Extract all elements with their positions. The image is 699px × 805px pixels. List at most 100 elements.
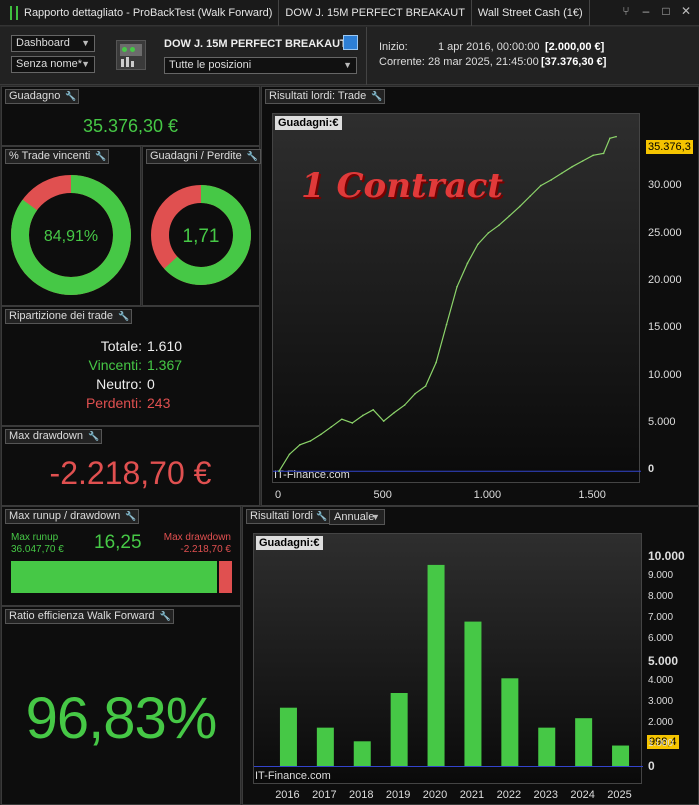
equity-point	[592, 154, 594, 157]
current-label: Corrente:	[379, 56, 425, 68]
trade-breakdown-title[interactable]: Ripartizione dei trade 🔧	[5, 309, 132, 324]
gain-value: 35.376,30 €	[82, 116, 179, 136]
chevron-down-icon: ▼	[81, 59, 90, 69]
annual-bars-svg	[254, 564, 643, 767]
equity-curve-svg	[273, 135, 641, 473]
tab-market[interactable]: Wall Street Cash (1€)	[472, 0, 590, 26]
wrench-icon[interactable]: 🔧	[315, 511, 328, 521]
wrench-icon[interactable]: 🔧	[65, 91, 77, 101]
equity-point	[477, 243, 479, 246]
neutral-value: 0	[147, 376, 155, 392]
wrench-icon[interactable]: 🔧	[95, 151, 107, 161]
equity-y-tick-label: 5.000	[648, 415, 676, 428]
equity-legend: Guadagni:€	[275, 116, 342, 130]
runup-label: Max runup	[11, 532, 59, 543]
gain-loss-value: 1,71	[183, 226, 220, 247]
annual-y-tick-label: 4.000	[648, 674, 674, 686]
equity-point	[351, 422, 354, 424]
equity-last-value-tag: 35.376,3	[646, 140, 693, 154]
equity-x-tick-label: 1.000	[473, 489, 502, 501]
total-value: 1.610	[147, 338, 183, 354]
equity-point	[278, 470, 280, 473]
view-select-value: Dashboard	[16, 37, 70, 49]
wrench-icon[interactable]: 🔧	[117, 311, 130, 321]
equity-point	[414, 392, 416, 395]
annual-legend-label: Guadagni:	[259, 537, 314, 549]
annual-chart-panel: Risultati lordi 🔧 Annuale ▼ Guadagni:€ IT…	[242, 506, 699, 805]
gain-panel-title[interactable]: Guadagno 🔧	[5, 89, 80, 104]
positions-select[interactable]: Tutte le posizioni ▼	[164, 57, 357, 74]
edit-icon[interactable]	[343, 35, 358, 50]
win-pct-panel: % Trade vincenti 🔧 84,91%	[1, 146, 141, 306]
equity-point	[456, 286, 458, 288]
annual-chart-title[interactable]: Risultati lordi 🔧	[246, 509, 330, 524]
start-capital: [2.000,00 €]	[545, 41, 604, 53]
gain-loss-title[interactable]: Guadagni / Perdite 🔧	[146, 149, 261, 164]
period-select[interactable]: Annuale ▼	[329, 509, 385, 525]
wrench-icon[interactable]: 🔧	[371, 91, 383, 101]
wf-ratio-panel: Ratio efficienza Walk Forward 🔧 96,83%	[1, 606, 241, 805]
wrench-icon[interactable]: 🔧	[246, 151, 258, 161]
minimize-button[interactable]: –	[642, 4, 650, 18]
trading-system-icon[interactable]	[116, 40, 146, 70]
equity-point	[602, 152, 605, 155]
tab-report[interactable]: Rapporto dettagliato - ProBackTest (Walk…	[0, 0, 280, 26]
annual-x-tick-label: 2020	[422, 789, 448, 801]
start-label: Inizio:	[379, 41, 408, 53]
annual-bar	[427, 564, 445, 767]
runup-bar-fill	[11, 561, 220, 593]
chevron-down-icon: ▼	[371, 512, 380, 522]
annual-y-tick-label: 2.000	[648, 716, 674, 728]
annual-y-tick-label: 9.000	[648, 569, 674, 581]
equity-point	[382, 420, 385, 422]
annual-y-tick-label: 1.000	[648, 737, 674, 749]
window-title: Rapporto dettagliato - ProBackTest (Walk…	[24, 6, 273, 19]
equity-y-tick-label: 10.000	[648, 368, 682, 381]
max-drawdown-title[interactable]: Max drawdown 🔧	[5, 429, 102, 444]
share-icon[interactable]: ⑂	[622, 4, 630, 18]
annual-plot-area: Guadagni:€ IT-Finance.com	[253, 533, 643, 784]
runup-title[interactable]: Max runup / drawdown 🔧	[5, 509, 140, 524]
equity-chart-title-text: Risultati lordi: Trade	[269, 90, 367, 102]
equity-point	[466, 262, 469, 264]
drawdown-label: Max drawdown	[163, 532, 231, 543]
annual-y-tick-label: 3.000	[648, 695, 674, 707]
view-select[interactable]: Dashboard ▼	[11, 35, 95, 52]
equity-y-tick-label: 30.000	[648, 179, 682, 192]
equity-point	[320, 433, 322, 436]
chart-icon	[10, 5, 18, 20]
wf-ratio-title[interactable]: Ratio efficienza Walk Forward 🔧	[5, 609, 174, 624]
equity-chart-panel: Risultati lordi: Trade 🔧 Guadagni:€ 1 Con…	[261, 86, 699, 506]
name-select-value: Senza nome*	[16, 58, 83, 70]
equity-x-tick-label: 500	[373, 489, 392, 501]
annual-bar	[575, 718, 593, 767]
wrench-icon[interactable]: 🔧	[159, 611, 171, 621]
equity-legend-currency: €	[332, 117, 339, 129]
annual-bar	[538, 727, 556, 767]
max-drawdown-title-text: Max drawdown	[9, 430, 83, 442]
max-drawdown-value: -2.218,70 €	[49, 455, 212, 491]
equity-plot-area: Guadagni:€ 1 Contract IT-Finance.com	[272, 113, 641, 483]
equity-point	[372, 408, 375, 411]
system-name: DOW J. 15M PERFECT BREAKAUT	[164, 38, 347, 50]
equity-y-tick-label: 15.000	[648, 321, 682, 334]
equity-point	[581, 160, 584, 162]
equity-line	[278, 136, 617, 472]
win-pct-donut: 84,91%	[11, 175, 131, 295]
tab-instrument[interactable]: DOW J. 15M PERFECT BREAKAUT	[279, 0, 472, 26]
annual-bar	[390, 693, 408, 767]
annual-x-tick-label: 2023	[533, 789, 558, 801]
maximize-button[interactable]: □	[662, 4, 670, 18]
equity-chart-title[interactable]: Risultati lordi: Trade 🔧	[265, 89, 386, 104]
equity-watermark: IT-Finance.com	[274, 469, 350, 481]
equity-point	[529, 195, 532, 197]
start-date: 1 apr 2016, 00:00:00	[438, 41, 540, 53]
name-select[interactable]: Senza nome* ▼	[11, 56, 95, 73]
wrench-icon[interactable]: 🔧	[87, 431, 100, 441]
annual-legend: Guadagni:€	[256, 536, 323, 550]
close-button[interactable]: ✕	[680, 4, 692, 18]
annual-x-tick-label: 2016	[275, 789, 300, 801]
win-pct-title[interactable]: % Trade vincenti 🔧	[5, 149, 110, 164]
annual-bar	[279, 707, 297, 767]
wrench-icon[interactable]: 🔧	[125, 511, 137, 521]
